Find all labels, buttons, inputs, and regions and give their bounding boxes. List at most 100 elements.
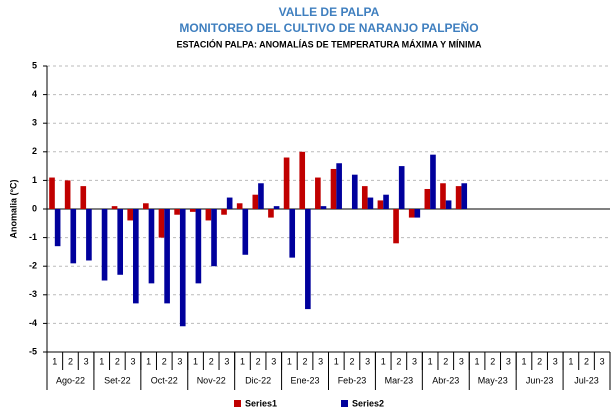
bar <box>101 209 108 281</box>
x-group-label: May-23 <box>478 375 508 385</box>
x-tick-label: 1 <box>146 356 151 366</box>
x-tick-label: 1 <box>287 356 292 366</box>
bar <box>461 183 468 209</box>
x-tick-label: 3 <box>224 356 229 366</box>
bar <box>205 209 212 221</box>
bar <box>80 186 87 209</box>
x-group-label: Ago-22 <box>56 375 85 385</box>
bar <box>383 194 389 209</box>
bar <box>133 209 139 304</box>
bar <box>252 194 259 209</box>
bar <box>226 197 233 209</box>
x-tick-label: 1 <box>568 356 573 366</box>
bar <box>143 203 149 209</box>
bar <box>273 206 280 209</box>
x-tick-label: 3 <box>459 356 464 366</box>
x-tick-label: 2 <box>349 356 354 366</box>
bar <box>174 209 180 215</box>
bar <box>258 183 264 209</box>
x-group-label: Jun-23 <box>526 375 554 385</box>
bar <box>54 209 61 247</box>
y-tick-label: 0 <box>32 203 37 213</box>
x-tick-label: 3 <box>506 356 511 366</box>
x-tick-label: 3 <box>177 356 182 366</box>
x-tick-label: 1 <box>52 356 57 366</box>
x-tick-label: 3 <box>318 356 323 366</box>
legend-swatch <box>234 400 241 407</box>
bar <box>111 206 118 209</box>
x-tick-label: 1 <box>193 356 198 366</box>
y-tick-label: 5 <box>32 60 37 70</box>
x-tick-label: 1 <box>240 356 245 366</box>
x-group-label: Ene-23 <box>291 375 320 385</box>
bar <box>49 177 55 209</box>
x-tick-label: 1 <box>475 356 480 366</box>
bar <box>414 209 421 218</box>
bar <box>164 209 170 304</box>
bar <box>377 200 384 209</box>
legend-label: Series2 <box>352 398 384 408</box>
bar <box>268 209 274 218</box>
x-group-label: Mar-23 <box>385 375 414 385</box>
bar <box>117 209 124 275</box>
x-tick-label: 2 <box>68 356 73 366</box>
y-tick-label: -1 <box>29 232 37 242</box>
y-tick-label: 2 <box>32 146 37 156</box>
bar <box>367 197 374 209</box>
bar <box>398 166 405 209</box>
x-group-label: Nov-22 <box>197 375 226 385</box>
bar <box>305 209 311 310</box>
bar <box>127 209 134 221</box>
x-tick-label: 2 <box>443 356 448 366</box>
bar <box>242 209 249 255</box>
x-tick-label: 2 <box>209 356 214 366</box>
x-tick-label: 2 <box>162 356 167 366</box>
bar <box>283 157 290 209</box>
x-tick-label: 1 <box>381 356 386 366</box>
bar <box>455 186 462 209</box>
bar <box>299 151 306 209</box>
y-tick-label: -5 <box>29 346 37 356</box>
chart-heading: ESTACIÓN PALPA: ANOMALÍAS DE TEMPERATURA… <box>177 38 482 49</box>
bar <box>211 209 217 267</box>
x-tick-label: 1 <box>428 356 433 366</box>
x-tick-label: 1 <box>99 356 104 366</box>
bar <box>195 209 202 284</box>
bar <box>361 186 368 209</box>
x-group-label: Jul-23 <box>574 375 599 385</box>
x-tick-label: 3 <box>412 356 417 366</box>
bar <box>330 168 337 209</box>
y-axis-label: Anomalia (°C) <box>8 179 18 238</box>
bar <box>179 209 186 327</box>
x-tick-label: 1 <box>334 356 339 366</box>
x-tick-label: 3 <box>600 356 605 366</box>
x-tick-label: 2 <box>537 356 542 366</box>
bar <box>351 174 358 209</box>
x-group-label: Oct-22 <box>151 375 178 385</box>
y-tick-label: -3 <box>29 289 37 299</box>
bar <box>315 177 321 209</box>
bar <box>221 209 227 215</box>
bar <box>430 154 436 209</box>
bar <box>336 163 342 209</box>
x-tick-label: 2 <box>303 356 308 366</box>
bar <box>148 209 155 284</box>
bar <box>189 209 196 212</box>
x-tick-label: 2 <box>256 356 261 366</box>
legend-swatch <box>341 400 348 407</box>
bar <box>445 200 452 209</box>
bar <box>424 188 431 209</box>
x-tick-label: 2 <box>490 356 495 366</box>
y-tick-label: 1 <box>32 175 37 185</box>
bar <box>70 209 77 264</box>
x-tick-label: 3 <box>365 356 370 366</box>
x-group-label: Set-22 <box>104 375 131 385</box>
bar <box>86 209 92 261</box>
bar <box>393 209 399 244</box>
bar <box>158 209 165 238</box>
bar <box>64 180 71 209</box>
x-group-label: Feb-23 <box>338 375 367 385</box>
bar <box>408 209 415 218</box>
x-group-label: Dic-22 <box>245 375 271 385</box>
